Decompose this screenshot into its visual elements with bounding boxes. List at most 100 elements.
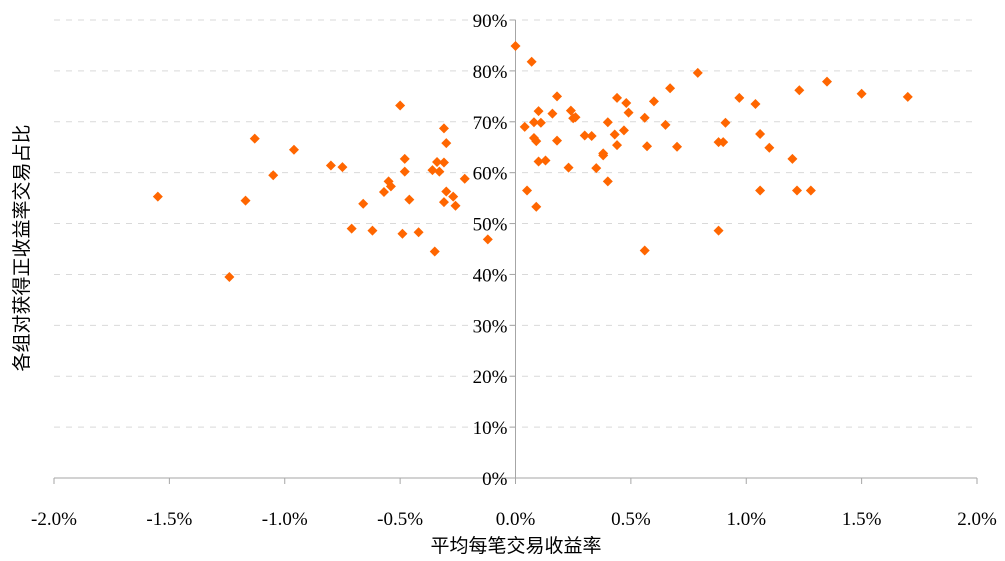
data-point: [672, 141, 683, 152]
data-point: [367, 225, 378, 236]
data-point: [660, 119, 671, 130]
data-point: [598, 148, 609, 159]
data-point: [623, 107, 634, 118]
data-point: [639, 112, 650, 123]
data-point: [413, 227, 424, 238]
data-point: [432, 156, 443, 167]
x-tick-labels: -2.0% -1.5% -1.0% -0.5% 0.0% 0.5% 1.0% 1.5% 2.0%: [31, 509, 997, 530]
data-point: [563, 162, 574, 173]
data-point: [602, 117, 613, 128]
data-point: [397, 228, 408, 239]
y-axis-title: 各组对获得正收益率交易占比: [11, 124, 33, 371]
data-point: [249, 133, 260, 144]
data-point: [450, 200, 461, 211]
data-point: [856, 88, 867, 99]
data-point: [755, 128, 766, 139]
data-point: [612, 92, 623, 103]
axes: [53, 19, 978, 484]
data-point: [720, 117, 731, 128]
x-tick-label: 0.5%: [611, 509, 651, 530]
data-point: [438, 123, 449, 134]
y-tick-label: 80%: [473, 62, 508, 83]
data-point: [570, 112, 581, 123]
x-tick-label: -2.0%: [31, 509, 77, 530]
data-point: [618, 125, 629, 136]
data-point: [240, 195, 251, 206]
data-point: [535, 117, 546, 128]
data-point: [346, 223, 357, 234]
data-point: [750, 98, 761, 109]
data-point: [540, 155, 551, 166]
data-point: [448, 191, 459, 202]
y-tick-label: 60%: [473, 164, 508, 185]
data-point: [552, 91, 563, 102]
data-points: [152, 40, 913, 282]
x-tick-label: -1.5%: [146, 509, 192, 530]
data-point: [805, 185, 816, 196]
data-point: [528, 117, 539, 128]
data-point: [224, 271, 235, 282]
data-point: [399, 153, 410, 164]
data-point: [427, 165, 438, 176]
data-point: [642, 141, 653, 152]
data-point: [639, 245, 650, 256]
data-point: [152, 191, 163, 202]
data-point: [579, 130, 590, 141]
data-point: [385, 181, 396, 192]
data-point: [531, 136, 542, 147]
y-tick-label: 50%: [473, 215, 508, 236]
data-point: [288, 144, 299, 155]
data-point: [510, 40, 521, 51]
data-point: [621, 97, 632, 108]
data-point: [764, 142, 775, 153]
data-point: [378, 187, 389, 198]
data-point: [268, 170, 279, 181]
data-point: [482, 234, 493, 245]
y-tick-label: 70%: [473, 113, 508, 134]
data-point: [665, 83, 676, 94]
y-tick-label: 0%: [482, 469, 508, 490]
data-point: [692, 67, 703, 78]
data-point: [648, 96, 659, 107]
x-tick-label: 1.0%: [726, 509, 766, 530]
x-tick-label: -0.5%: [377, 509, 423, 530]
data-point: [586, 131, 597, 142]
data-point: [526, 56, 537, 67]
x-tick-label: 0.0%: [496, 509, 536, 530]
data-point: [565, 105, 576, 116]
data-point: [438, 157, 449, 168]
y-tick-labels: 0% 10% 20% 30% 40% 50% 60% 70% 80% 90%: [473, 11, 508, 490]
data-point: [792, 185, 803, 196]
y-tick-label: 90%: [473, 11, 508, 32]
data-point: [358, 198, 369, 209]
x-tick-label: 1.5%: [842, 509, 882, 530]
data-point: [531, 201, 542, 212]
data-point: [602, 176, 613, 187]
data-point: [337, 162, 348, 173]
data-point: [404, 194, 415, 205]
data-point: [399, 166, 410, 177]
data-point: [438, 197, 449, 208]
data-point: [787, 153, 798, 164]
data-point: [822, 76, 833, 87]
data-point: [794, 85, 805, 96]
y-tick-label: 30%: [473, 316, 508, 337]
y-tick-label: 20%: [473, 367, 508, 388]
data-point: [533, 156, 544, 167]
data-point: [429, 246, 440, 257]
data-point: [612, 140, 623, 151]
data-point: [441, 138, 452, 149]
data-point: [552, 135, 563, 146]
data-point: [734, 92, 745, 103]
data-point: [718, 137, 729, 148]
data-point: [755, 185, 766, 196]
data-point: [519, 121, 530, 132]
data-point: [533, 106, 544, 117]
data-point: [434, 166, 445, 177]
data-point: [325, 160, 336, 171]
data-point: [547, 108, 558, 119]
data-point: [522, 185, 533, 196]
data-point: [395, 100, 406, 111]
data-point: [713, 225, 724, 236]
